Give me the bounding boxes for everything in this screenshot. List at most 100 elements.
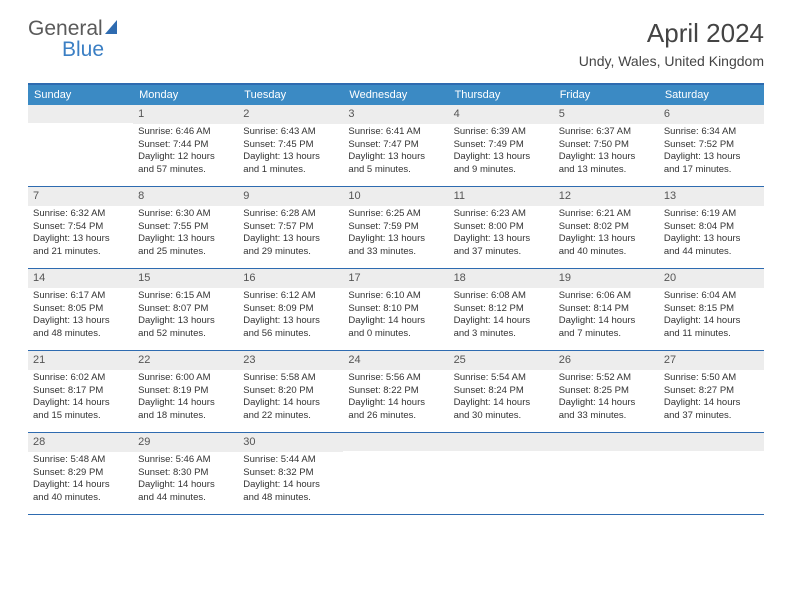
- day-body: Sunrise: 5:56 AMSunset: 8:22 PMDaylight:…: [343, 370, 448, 427]
- day-body: Sunrise: 5:50 AMSunset: 8:27 PMDaylight:…: [659, 370, 764, 427]
- day-line: Daylight: 13 hours: [559, 233, 654, 246]
- day-line: Sunset: 8:04 PM: [664, 221, 759, 234]
- day-number: [659, 433, 764, 451]
- day-line: Sunrise: 5:48 AM: [33, 454, 128, 467]
- day-line: Daylight: 14 hours: [33, 479, 128, 492]
- day-number: 17: [343, 269, 448, 288]
- day-line: Sunrise: 6:43 AM: [243, 126, 338, 139]
- day-line: Daylight: 13 hours: [33, 315, 128, 328]
- day-line: Sunset: 8:22 PM: [348, 385, 443, 398]
- week-row: 1Sunrise: 6:46 AMSunset: 7:44 PMDaylight…: [28, 105, 764, 187]
- day-line: and 33 minutes.: [348, 246, 443, 259]
- day-cell: 12Sunrise: 6:21 AMSunset: 8:02 PMDayligh…: [554, 187, 659, 268]
- day-cell: 22Sunrise: 6:00 AMSunset: 8:19 PMDayligh…: [133, 351, 238, 432]
- day-line: Sunset: 8:09 PM: [243, 303, 338, 316]
- day-body: Sunrise: 6:02 AMSunset: 8:17 PMDaylight:…: [28, 370, 133, 427]
- day-cell: 16Sunrise: 6:12 AMSunset: 8:09 PMDayligh…: [238, 269, 343, 350]
- day-body: Sunrise: 6:00 AMSunset: 8:19 PMDaylight:…: [133, 370, 238, 427]
- day-cell: 7Sunrise: 6:32 AMSunset: 7:54 PMDaylight…: [28, 187, 133, 268]
- day-body: Sunrise: 6:37 AMSunset: 7:50 PMDaylight:…: [554, 124, 659, 181]
- day-line: Daylight: 13 hours: [243, 151, 338, 164]
- day-line: Sunset: 8:05 PM: [33, 303, 128, 316]
- day-line: and 1 minutes.: [243, 164, 338, 177]
- day-line: Sunrise: 6:21 AM: [559, 208, 654, 221]
- day-line: Sunset: 7:55 PM: [138, 221, 233, 234]
- day-line: Sunrise: 6:32 AM: [33, 208, 128, 221]
- day-number: 27: [659, 351, 764, 370]
- day-cell: [449, 433, 554, 514]
- day-line: and 30 minutes.: [454, 410, 549, 423]
- day-line: Sunset: 8:32 PM: [243, 467, 338, 480]
- day-cell: 14Sunrise: 6:17 AMSunset: 8:05 PMDayligh…: [28, 269, 133, 350]
- day-line: and 5 minutes.: [348, 164, 443, 177]
- day-number: 19: [554, 269, 659, 288]
- day-line: and 25 minutes.: [138, 246, 233, 259]
- day-cell: 18 Sunrise: 6:08 AMSunset: 8:12 PMDayligh…: [449, 269, 554, 350]
- day-line: Daylight: 13 hours: [138, 233, 233, 246]
- day-line: and 9 minutes.: [454, 164, 549, 177]
- day-line: Sunset: 8:10 PM: [348, 303, 443, 316]
- day-number: 18: [449, 269, 554, 288]
- day-line: Sunset: 8:12 PM: [454, 303, 549, 316]
- day-cell: 11Sunrise: 6:23 AMSunset: 8:00 PMDayligh…: [449, 187, 554, 268]
- day-cell: 26Sunrise: 5:52 AMSunset: 8:25 PMDayligh…: [554, 351, 659, 432]
- day-line: Daylight: 14 hours: [454, 315, 549, 328]
- day-cell: 19Sunrise: 6:06 AMSunset: 8:14 PMDayligh…: [554, 269, 659, 350]
- day-body: Sunrise: 6:28 AMSunset: 7:57 PMDaylight:…: [238, 206, 343, 263]
- day-line: Sunrise: 6:08 AM: [454, 290, 549, 303]
- day-number: 28: [28, 433, 133, 452]
- day-line: and 57 minutes.: [138, 164, 233, 177]
- day-line: Sunset: 8:17 PM: [33, 385, 128, 398]
- day-body: Sunrise: 6:34 AMSunset: 7:52 PMDaylight:…: [659, 124, 764, 181]
- day-cell: 20Sunrise: 6:04 AMSunset: 8:15 PMDayligh…: [659, 269, 764, 350]
- week-row: 14Sunrise: 6:17 AMSunset: 8:05 PMDayligh…: [28, 269, 764, 351]
- day-line: Sunset: 8:20 PM: [243, 385, 338, 398]
- day-number: 23: [238, 351, 343, 370]
- day-line: Sunset: 7:45 PM: [243, 139, 338, 152]
- day-line: Sunset: 7:50 PM: [559, 139, 654, 152]
- day-number: 6: [659, 105, 764, 124]
- day-number: 26: [554, 351, 659, 370]
- weeks-container: 1Sunrise: 6:46 AMSunset: 7:44 PMDaylight…: [28, 105, 764, 515]
- day-line: and 15 minutes.: [33, 410, 128, 423]
- day-line: Sunrise: 6:39 AM: [454, 126, 549, 139]
- day-line: Sunrise: 6:19 AM: [664, 208, 759, 221]
- day-line: Sunrise: 5:52 AM: [559, 372, 654, 385]
- day-line: and 56 minutes.: [243, 328, 338, 341]
- day-cell: 10Sunrise: 6:25 AMSunset: 7:59 PMDayligh…: [343, 187, 448, 268]
- day-cell: 13Sunrise: 6:19 AMSunset: 8:04 PMDayligh…: [659, 187, 764, 268]
- day-cell: [28, 105, 133, 186]
- day-line: Sunrise: 6:25 AM: [348, 208, 443, 221]
- day-line: and 26 minutes.: [348, 410, 443, 423]
- day-body: Sunrise: 6:39 AMSunset: 7:49 PMDaylight:…: [449, 124, 554, 181]
- week-row: 28Sunrise: 5:48 AMSunset: 8:29 PMDayligh…: [28, 433, 764, 515]
- header: General Blue April 2024 Undy, Wales, Uni…: [0, 0, 792, 77]
- weekday-header: Tuesday: [238, 85, 343, 105]
- day-body: Sunrise: 5:48 AMSunset: 8:29 PMDaylight:…: [28, 452, 133, 509]
- day-line: Daylight: 13 hours: [243, 315, 338, 328]
- day-line: Sunrise: 5:50 AM: [664, 372, 759, 385]
- title-block: April 2024 Undy, Wales, United Kingdom: [579, 18, 764, 69]
- day-cell: 1Sunrise: 6:46 AMSunset: 7:44 PMDaylight…: [133, 105, 238, 186]
- day-line: Sunrise: 6:34 AM: [664, 126, 759, 139]
- day-cell: 27Sunrise: 5:50 AMSunset: 8:27 PMDayligh…: [659, 351, 764, 432]
- day-number: 5: [554, 105, 659, 124]
- day-number: 24: [343, 351, 448, 370]
- day-line: Daylight: 14 hours: [348, 397, 443, 410]
- day-number: 4: [449, 105, 554, 124]
- day-line: Sunrise: 6:17 AM: [33, 290, 128, 303]
- day-body: Sunrise: 5:58 AMSunset: 8:20 PMDaylight:…: [238, 370, 343, 427]
- day-cell: 23Sunrise: 5:58 AMSunset: 8:20 PMDayligh…: [238, 351, 343, 432]
- day-line: Sunset: 8:00 PM: [454, 221, 549, 234]
- day-line: Daylight: 14 hours: [664, 397, 759, 410]
- day-cell: 3Sunrise: 6:41 AMSunset: 7:47 PMDaylight…: [343, 105, 448, 186]
- weekday-header: Wednesday: [343, 85, 448, 105]
- logo-text-general: General: [28, 17, 103, 40]
- day-body: Sunrise: 6:21 AMSunset: 8:02 PMDaylight:…: [554, 206, 659, 263]
- day-cell: 25Sunrise: 5:54 AMSunset: 8:24 PMDayligh…: [449, 351, 554, 432]
- day-body: Sunrise: 5:46 AMSunset: 8:30 PMDaylight:…: [133, 452, 238, 509]
- day-line: Sunset: 7:52 PM: [664, 139, 759, 152]
- day-cell: 15Sunrise: 6:15 AMSunset: 8:07 PMDayligh…: [133, 269, 238, 350]
- day-number: 7: [28, 187, 133, 206]
- day-line: Daylight: 14 hours: [243, 479, 338, 492]
